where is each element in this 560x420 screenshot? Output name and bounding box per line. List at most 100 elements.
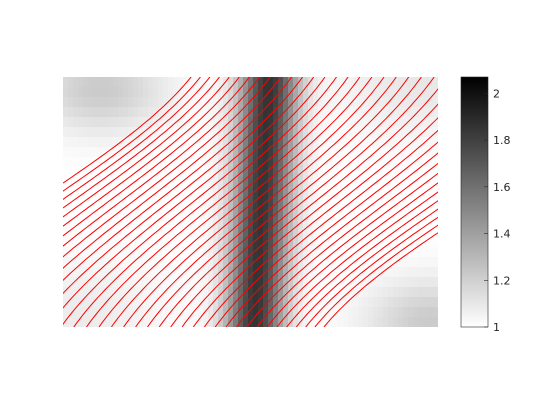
heatmap-cell xyxy=(333,107,339,118)
heatmap-cell xyxy=(148,307,154,318)
heatmap-cell xyxy=(208,157,214,168)
heatmap-cell xyxy=(253,297,259,308)
heatmap-cell xyxy=(68,207,74,218)
heatmap-cell xyxy=(238,297,244,308)
heatmap-cell xyxy=(113,207,119,218)
heatmap-cell xyxy=(278,287,284,298)
heatmap-cell xyxy=(313,77,319,88)
heatmap-cell xyxy=(288,307,294,318)
heatmap-cell xyxy=(378,167,384,178)
heatmap-cell xyxy=(393,207,399,218)
heatmap-cell xyxy=(68,187,74,198)
heatmap-cell xyxy=(168,317,174,327)
heatmap-cell xyxy=(143,207,149,218)
heatmap-cell xyxy=(308,217,314,228)
heatmap-cell xyxy=(403,317,409,327)
heatmap-cell xyxy=(323,127,329,138)
heatmap-cell xyxy=(218,267,224,278)
heatmap-cell xyxy=(113,227,119,238)
heatmap-cell xyxy=(358,77,364,88)
heatmap-cell xyxy=(123,257,129,268)
heatmap-cell xyxy=(203,107,209,118)
heatmap-cell xyxy=(93,287,99,298)
heatmap-cell xyxy=(343,87,349,98)
heatmap-cell xyxy=(428,287,434,298)
heatmap-cell xyxy=(103,287,109,298)
heatmap-cell xyxy=(168,97,174,108)
heatmap-cell xyxy=(283,237,289,248)
heatmap-cell xyxy=(213,107,219,118)
heatmap-cell xyxy=(218,157,224,168)
heatmap-cell xyxy=(243,97,249,108)
heatmap-cell xyxy=(433,307,438,318)
heatmap-cell xyxy=(98,87,104,98)
heatmap-cell xyxy=(363,307,369,318)
heatmap-cell xyxy=(248,237,254,248)
heatmap-cell xyxy=(83,97,89,108)
heatmap-cell xyxy=(318,207,324,218)
heatmap-cell xyxy=(123,127,129,138)
heatmap-cell xyxy=(68,77,74,88)
heatmap-cell xyxy=(198,217,204,228)
heatmap-cell xyxy=(338,207,344,218)
heatmap-cell xyxy=(343,257,349,268)
heatmap-cell xyxy=(403,247,409,258)
heatmap-cell xyxy=(388,117,394,128)
heatmap-cell xyxy=(408,107,414,118)
heatmap-cell xyxy=(293,117,299,128)
heatmap-cell xyxy=(138,237,144,248)
heatmap-cell xyxy=(138,127,144,138)
heatmap-cell xyxy=(173,77,179,88)
heatmap-cell xyxy=(313,157,319,168)
heatmap-cell xyxy=(363,287,369,298)
heatmap-cell xyxy=(158,127,164,138)
heatmap-cell xyxy=(378,307,384,318)
heatmap-cell xyxy=(218,87,224,98)
heatmap-cell xyxy=(78,207,84,218)
heatmap-cell xyxy=(403,157,409,168)
heatmap-cell xyxy=(388,277,394,288)
heatmap-cell xyxy=(203,137,209,148)
heatmap-cell xyxy=(393,77,399,88)
heatmap-cell xyxy=(318,127,324,138)
heatmap-cell xyxy=(103,257,109,268)
heatmap-cell xyxy=(68,147,74,158)
heatmap-cell xyxy=(243,247,249,258)
heatmap-cell xyxy=(288,287,294,298)
heatmap-cell xyxy=(273,247,279,258)
heatmap-cell xyxy=(378,157,384,168)
heatmap-cell xyxy=(388,197,394,208)
heatmap-cell xyxy=(93,107,99,118)
heatmap-cell xyxy=(278,107,284,118)
heatmap-cell xyxy=(73,137,79,148)
heatmap-cell xyxy=(413,237,419,248)
heatmap-cell xyxy=(413,277,419,288)
heatmap-cell xyxy=(328,97,334,108)
heatmap-cell xyxy=(188,97,194,108)
heatmap-cell xyxy=(198,97,204,108)
heatmap-cell xyxy=(83,157,89,168)
heatmap-cell xyxy=(208,187,214,198)
heatmap-cell xyxy=(68,257,74,268)
heatmap-cell xyxy=(133,247,139,258)
heatmap-cell xyxy=(363,107,369,118)
heatmap-cell xyxy=(318,177,324,188)
heatmap-cell xyxy=(408,307,414,318)
heatmap-cell xyxy=(353,147,359,158)
heatmap-cell xyxy=(113,97,119,108)
heatmap-cell xyxy=(363,187,369,198)
heatmap-cell xyxy=(343,277,349,288)
heatmap-cell xyxy=(168,177,174,188)
heatmap-cell xyxy=(323,187,329,198)
heatmap-cell xyxy=(363,127,369,138)
heatmap-cell xyxy=(178,307,184,318)
heatmap-cell xyxy=(263,87,269,98)
heatmap-cell xyxy=(408,277,414,288)
heatmap-cell xyxy=(318,287,324,298)
heatmap-cell xyxy=(383,237,389,248)
heatmap-cell xyxy=(238,287,244,298)
heatmap-cell xyxy=(423,157,429,168)
heatmap-cell xyxy=(348,117,354,128)
heatmap-cell xyxy=(183,267,189,278)
heatmap-cell xyxy=(63,87,69,98)
